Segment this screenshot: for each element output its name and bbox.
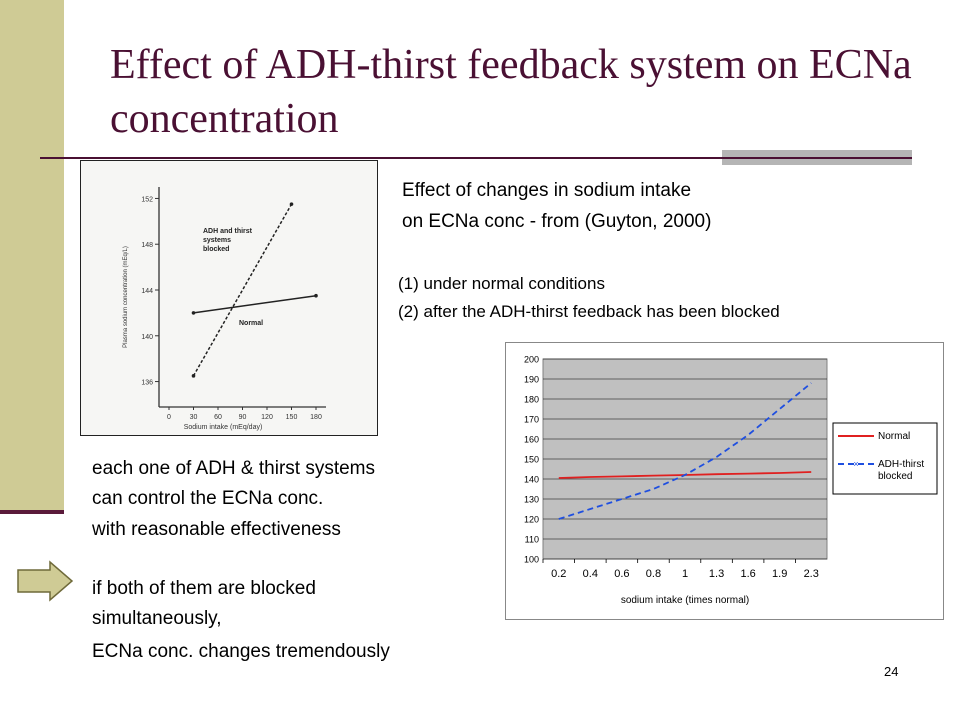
xl-xlabel: sodium intake (times normal) bbox=[621, 595, 749, 606]
y-tick-label: 200 bbox=[524, 355, 539, 365]
right-arrow-icon bbox=[17, 560, 74, 602]
left-accent-bar-edge bbox=[0, 510, 64, 514]
blocked-series-line bbox=[558, 382, 812, 520]
x-tick-label: 0.4 bbox=[583, 568, 598, 580]
x-tick-label: 2.3 bbox=[804, 568, 819, 580]
y-tick-label: 170 bbox=[524, 415, 539, 425]
x-tick-label: 1.3 bbox=[709, 568, 724, 580]
y-tick-label: 150 bbox=[524, 455, 539, 465]
legend-blocked-label-2: blocked bbox=[878, 471, 912, 482]
legend-box bbox=[832, 422, 938, 495]
scan-point bbox=[191, 374, 196, 378]
x-tick-label: 1 bbox=[682, 568, 688, 580]
x-tick-label: 1.9 bbox=[772, 568, 787, 580]
x-tick-label: 0.2 bbox=[551, 568, 566, 580]
left-accent-bar bbox=[0, 0, 64, 512]
slide-title: Effect of ADH-thirst feedback system on … bbox=[110, 42, 912, 142]
scan-normal-line bbox=[193, 294, 317, 314]
legend-blocked-label-1: ADH-thirst bbox=[878, 459, 924, 470]
body-line-2: can control the ECNa conc. bbox=[92, 488, 324, 509]
scan-x-tick-label: 90 bbox=[239, 414, 247, 421]
conclusion-line-1: if both of them are blocked bbox=[92, 578, 316, 599]
y-tick-label: 120 bbox=[524, 515, 539, 525]
scanned-figure: 152 148 144 140 136 0 30 60 90 120 150 180 Plasma … bbox=[80, 160, 378, 436]
scanned-chart: 152 148 144 140 136 0 30 60 90 120 150 180 Plasma … bbox=[123, 187, 326, 431]
legend-normal-label: Normal bbox=[878, 431, 910, 442]
y-tick-label: 110 bbox=[525, 535, 539, 545]
x-tick-label: 0.6 bbox=[614, 568, 629, 580]
scan-x-tick-label: 0 bbox=[167, 414, 171, 421]
caption-line-1: Effect of changes in sodium intake bbox=[402, 180, 692, 201]
scan-ylabel: Plasma sodium concentration (mEq/L) bbox=[123, 246, 129, 348]
scan-y-tick-label: 136 bbox=[141, 380, 153, 387]
scan-label-blocked-2: systems bbox=[203, 237, 231, 244]
scan-label-blocked-1: ADH and thirst bbox=[203, 228, 253, 235]
y-tick-label: 100 bbox=[524, 555, 539, 565]
body-line-3: with reasonable effectiveness bbox=[92, 519, 341, 540]
condition-line-1: (1) under normal conditions bbox=[398, 274, 605, 293]
scan-blocked-line bbox=[192, 203, 293, 377]
scan-point bbox=[191, 311, 196, 315]
scan-label-blocked-3: blocked bbox=[203, 246, 229, 253]
y-tick-label: 190 bbox=[524, 375, 539, 385]
x-tick-label: 1.6 bbox=[740, 568, 755, 580]
scan-y-tick-label: 148 bbox=[141, 242, 153, 249]
scan-x-tick-label: 30 bbox=[190, 414, 198, 421]
scan-point bbox=[314, 293, 318, 298]
scan-y-tick-label: 140 bbox=[141, 334, 153, 341]
y-tick-label: 140 bbox=[524, 475, 539, 485]
scan-x-tick-label: 60 bbox=[214, 414, 222, 421]
scan-label-normal: Normal bbox=[239, 320, 263, 327]
sodium-intake-chart: 200 190 180 170 160 150 140 130 120 110 100 0.2 0.4… bbox=[505, 342, 944, 620]
scan-x-tick-label: 180 bbox=[310, 414, 322, 421]
scan-point bbox=[289, 202, 294, 206]
condition-line-2: (2) after the ADH-thirst feedback has be… bbox=[398, 302, 780, 321]
scan-xlabel: Sodium intake (mEq/day) bbox=[184, 424, 263, 431]
legend-blocked-marker: × bbox=[853, 459, 858, 469]
y-tick-label: 130 bbox=[524, 495, 539, 505]
conclusion-line-2: simultaneously, bbox=[92, 608, 222, 629]
scan-x-tick-label: 150 bbox=[286, 414, 298, 421]
page-number: 24 bbox=[884, 664, 899, 679]
scan-x-tick-label: 120 bbox=[261, 414, 273, 421]
body-line-1: each one of ADH & thirst systems bbox=[92, 458, 376, 479]
title-rule bbox=[40, 157, 912, 159]
y-tick-label: 160 bbox=[524, 435, 539, 445]
scan-y-tick-label: 152 bbox=[141, 196, 153, 203]
excel-chart: 200 190 180 170 160 150 140 130 120 110 100 0.2 0.4… bbox=[524, 355, 938, 606]
conclusion-line-3: ECNa conc. changes tremendously bbox=[92, 641, 390, 662]
y-tick-label: 180 bbox=[524, 395, 539, 405]
x-tick-label: 0.8 bbox=[646, 568, 661, 580]
scan-y-tick-label: 144 bbox=[141, 288, 153, 295]
caption-line-2: on ECNa conc - from (Guyton, 2000) bbox=[402, 211, 712, 232]
